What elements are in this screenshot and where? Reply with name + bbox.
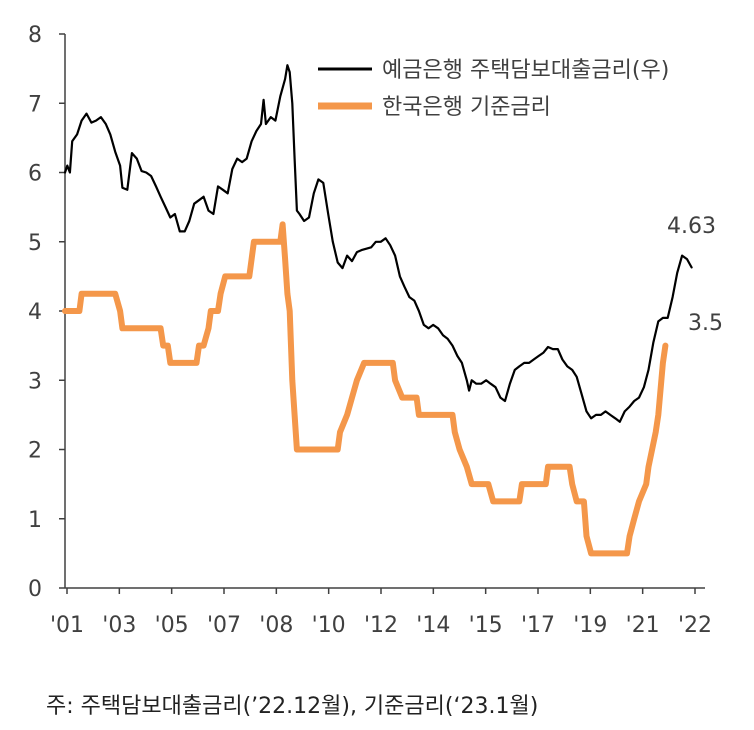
x-tick-label: '03 <box>102 613 136 638</box>
x-tick-label: '01 <box>50 613 84 638</box>
y-axis-ticks: 0 1 2 3 4 5 6 7 8 <box>28 23 65 602</box>
x-tick-label: '12 <box>364 613 398 638</box>
legend-label-base-rate: 한국은행 기준금리 <box>382 95 551 120</box>
annotation-base-last: 3.5 <box>688 311 723 336</box>
x-tick-label: '19 <box>573 613 607 638</box>
y-tick-label: 1 <box>28 508 42 533</box>
series-line-mortgage-rate <box>63 64 693 423</box>
y-tick-label: 5 <box>28 231 42 256</box>
x-tick-label: '08 <box>259 613 293 638</box>
series-layer <box>62 64 693 557</box>
x-tick-label: '15 <box>469 613 503 638</box>
y-tick-label: 8 <box>28 23 42 48</box>
x-tick-label: '22 <box>678 613 712 638</box>
y-tick-label: 7 <box>28 92 42 117</box>
x-tick-label: '10 <box>312 613 346 638</box>
x-tick-label: '14 <box>416 613 450 638</box>
y-tick-label: 0 <box>28 577 42 602</box>
x-tick-label: '05 <box>155 613 189 638</box>
series-line-base-rate <box>62 221 669 557</box>
x-tick-label: '17 <box>521 613 555 638</box>
y-tick-label: 3 <box>28 369 42 394</box>
legend-label-mortgage-rate: 예금은행 주택담보대출금리(우) <box>382 58 669 83</box>
y-tick-label: 6 <box>28 162 42 187</box>
y-tick-label: 2 <box>28 439 42 464</box>
legend: 예금은행 주택담보대출금리(우) 한국은행 기준금리 <box>318 58 669 120</box>
x-tick-label: '07 <box>207 613 241 638</box>
y-tick-label: 4 <box>28 300 42 325</box>
x-tick-label: '21 <box>626 613 660 638</box>
annotation-mortgage-last: 4.63 <box>667 214 716 239</box>
x-axis-ticks: '01 '03 '05 '07 '08 '10 '12 '14 '15 '17 '19 '21 '22 <box>50 588 712 638</box>
footnote: 주: 주택담보대출금리(’22.12월), 기준금리(‘23.1월) <box>46 694 539 719</box>
